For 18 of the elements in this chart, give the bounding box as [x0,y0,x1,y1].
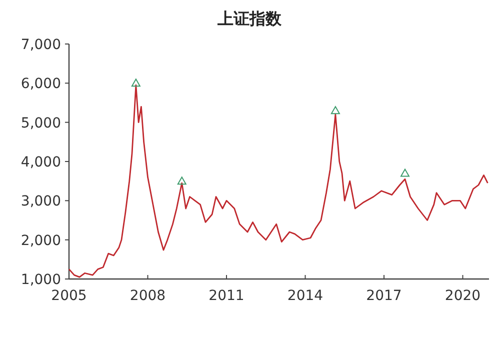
y-tick-label: 5,000 [20,115,61,132]
point [400,168,410,177]
x-tick-label: 2008 [130,288,166,304]
point [131,78,140,87]
y-tick-label: 1,000 [20,272,61,288]
y-tick-label: 4,000 [20,154,61,170]
x-tick-label: 2014 [287,288,324,304]
point [330,106,340,114]
y-tick-label: 6,000 [20,76,61,92]
x-tick-label: 2011 [208,288,244,304]
point [177,176,186,185]
y-tick-label: 3,000 [20,194,61,210]
x-tick-label: 2020 [444,288,481,304]
x-tick-label: 2017 [366,288,402,304]
y-tick-label: 2,000 [20,232,61,249]
x-tick-label: 2005 [51,288,87,304]
chart-title: 上证指数 [216,9,282,28]
y-tick-label: 7,000 [20,37,61,53]
